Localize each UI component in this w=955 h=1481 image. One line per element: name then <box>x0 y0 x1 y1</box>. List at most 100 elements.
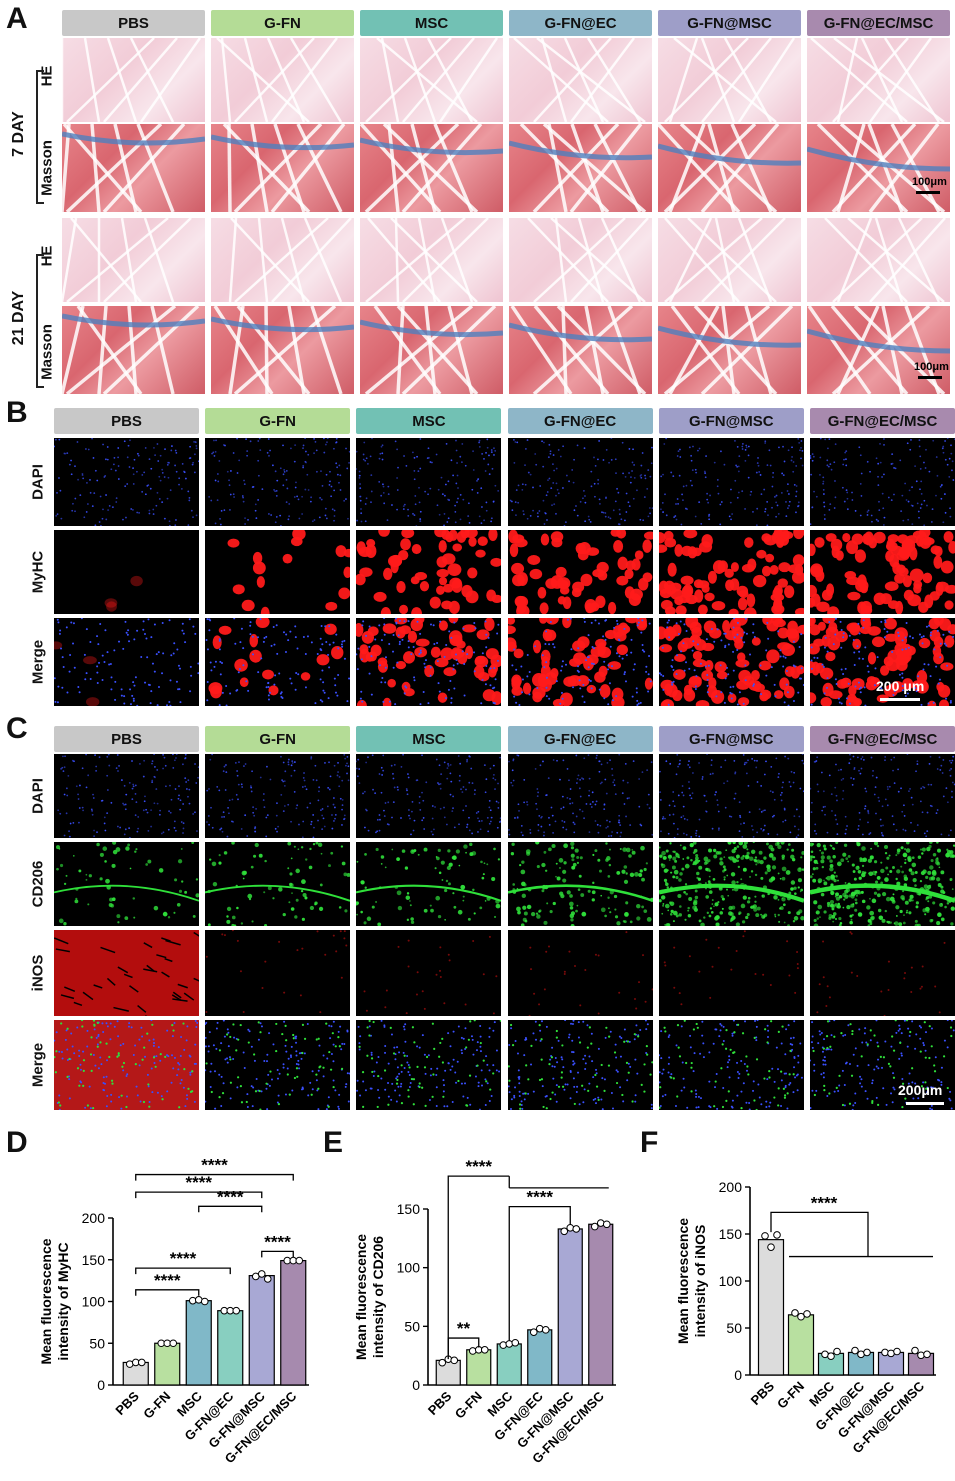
column-header-3: G-FN@EC <box>507 408 653 434</box>
scale-bar-label: 200 μm <box>876 678 925 694</box>
column-header-1: G-FN <box>205 408 351 434</box>
column-header-3: G-FN@EC <box>507 726 653 752</box>
data-point <box>863 1348 871 1357</box>
fluorescence-image <box>507 754 653 838</box>
sig-bracket <box>135 1289 200 1296</box>
sig-bracket <box>447 1175 510 1355</box>
fluorescence-image <box>356 530 502 614</box>
histology-image <box>658 306 801 394</box>
significance-label: **** <box>811 1193 838 1212</box>
data-point <box>797 1312 805 1321</box>
panel-letter-a: A <box>6 2 28 35</box>
column-header-2: MSC <box>356 408 502 434</box>
row-label-inos: iNOS <box>29 954 47 992</box>
fluorescence-image <box>54 842 199 926</box>
fluorescence-image <box>356 930 502 1016</box>
fluorescence-image <box>507 1020 653 1110</box>
fluorescence-image <box>658 618 804 706</box>
bar <box>588 1223 614 1386</box>
y-axis-label: Mean fluorescenceintensity of CD206 <box>353 1234 386 1360</box>
bar <box>185 1300 212 1386</box>
y-tick-label: 100 <box>719 1273 743 1289</box>
significance-label: **** <box>170 1249 197 1268</box>
significance-label: **** <box>264 1232 291 1251</box>
data-point <box>833 1347 841 1356</box>
x-tick-label: PBS <box>748 1378 778 1408</box>
y-tick-label: 150 <box>82 1252 106 1268</box>
data-point <box>851 1346 859 1355</box>
data-point <box>572 1225 581 1233</box>
data-point <box>923 1350 931 1359</box>
fluorescence-image <box>54 930 199 1016</box>
y-tick-label: 50 <box>89 1335 105 1351</box>
y-tick-label: 0 <box>734 1367 742 1383</box>
significance-label: **** <box>527 1188 554 1207</box>
data-point <box>499 1341 508 1349</box>
data-point <box>791 1309 799 1317</box>
histology-image <box>807 306 950 394</box>
data-point <box>169 1339 178 1348</box>
y-tick-label: 150 <box>397 1201 421 1217</box>
y-tick-label: 0 <box>97 1377 105 1393</box>
fluorescence-image <box>810 530 955 614</box>
fluorescence-image <box>54 754 199 838</box>
bar <box>757 1239 785 1376</box>
fluorescence-image <box>658 530 804 614</box>
significance-label: **** <box>186 1173 213 1192</box>
fluorescence-image <box>507 530 653 614</box>
histology-image <box>807 38 950 122</box>
fluorescence-image <box>54 530 199 614</box>
column-header-5: G-FN@EC/MSC <box>810 726 955 752</box>
fluorescence-image <box>54 618 199 706</box>
histology-image <box>211 306 354 394</box>
histology-image <box>509 38 652 122</box>
histology-image <box>211 218 354 302</box>
y-tick-label: 100 <box>397 1260 421 1276</box>
histology-image <box>211 38 354 122</box>
sig-bracket <box>770 1211 869 1257</box>
day-label-7: 7 DAY <box>10 111 27 157</box>
data-point <box>602 1220 611 1229</box>
chart-myhc-intensity: 0 50 100 150 200 Mean fluorescenceintensity o… <box>38 1156 309 1466</box>
scale-bar <box>906 1102 944 1105</box>
y-tick-label: 100 <box>82 1294 106 1310</box>
fluorescence-image <box>658 438 804 526</box>
y-tick-label: 50 <box>404 1318 420 1334</box>
scale-bar <box>880 698 920 701</box>
data-point <box>590 1222 599 1231</box>
histology-image <box>62 38 205 122</box>
column-header-1: G-FN <box>205 726 351 752</box>
data-point <box>480 1346 489 1354</box>
fluorescence-image <box>205 618 351 706</box>
column-header-2: MSC <box>356 726 502 752</box>
fluorescence-image <box>810 930 955 1016</box>
row-label-merge: Merge <box>29 639 47 685</box>
histology-image <box>360 306 503 394</box>
panel-letter-d: D <box>6 1126 28 1159</box>
fluorescence-image <box>810 842 955 926</box>
column-header-0: PBS <box>62 10 205 36</box>
sig-bracket <box>198 1205 263 1213</box>
data-point <box>232 1306 241 1315</box>
data-point <box>505 1340 514 1348</box>
histology-image <box>658 38 801 122</box>
significance-label: **** <box>201 1156 228 1175</box>
data-point <box>827 1352 835 1360</box>
data-point <box>560 1227 569 1236</box>
column-header-4: G-FN@MSC <box>658 408 804 434</box>
fluorescence-image <box>658 1020 804 1110</box>
y-tick-label: 200 <box>82 1210 106 1226</box>
fluorescence-image <box>205 754 351 838</box>
column-header-2: MSC <box>360 10 503 36</box>
data-point <box>200 1297 209 1306</box>
bar <box>154 1342 181 1386</box>
scale-bar <box>918 376 942 379</box>
bracket-7-day <box>36 70 44 204</box>
histology-image <box>211 124 354 212</box>
data-point <box>917 1351 925 1360</box>
fluorescence-image <box>356 618 502 706</box>
fluorescence-image <box>205 842 351 926</box>
fluorescence-image <box>658 930 804 1016</box>
data-point <box>566 1223 575 1232</box>
bar <box>787 1314 815 1376</box>
